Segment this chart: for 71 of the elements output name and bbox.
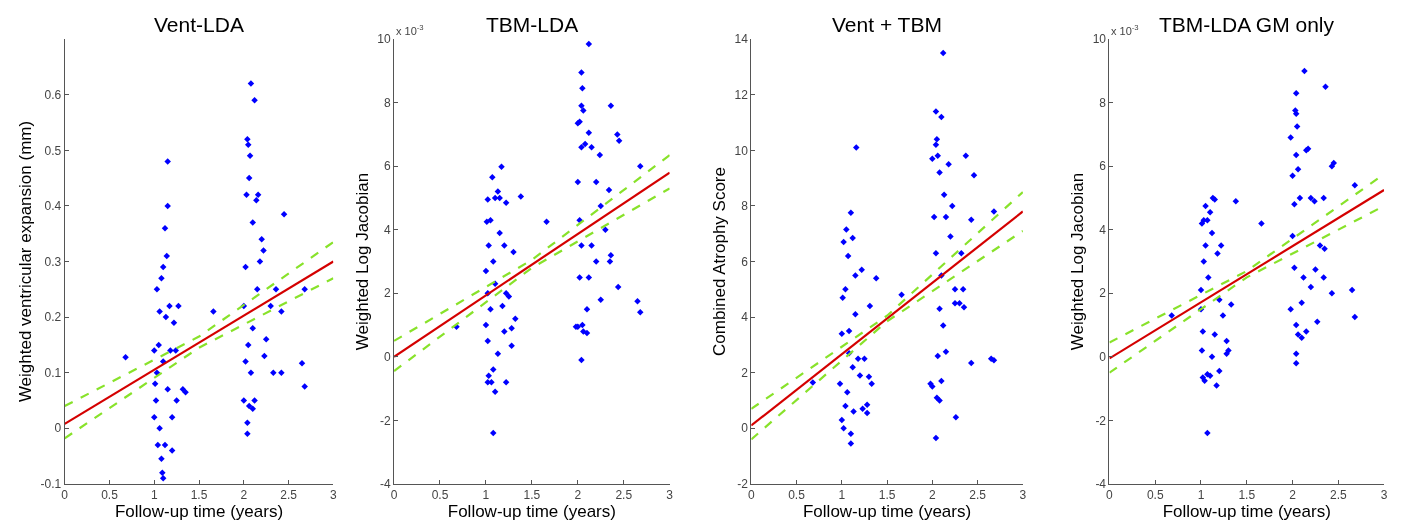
y-tick-label: 0 bbox=[54, 421, 62, 436]
x-tick-label: 2 bbox=[240, 488, 248, 503]
x-tick-label: 1 bbox=[1197, 488, 1205, 503]
y-axis-title: Weighted ventricular expansion (mm) bbox=[16, 120, 36, 403]
y-tick-label: 8 bbox=[1099, 95, 1107, 110]
x-tick-label: 3 bbox=[1380, 488, 1388, 503]
y-tick-label: 6 bbox=[1099, 159, 1107, 174]
y-tick-label: 2 bbox=[741, 365, 749, 380]
y-tick-label: 4 bbox=[1099, 222, 1107, 237]
x-tick-label: 0.5 bbox=[101, 488, 119, 503]
y-tick-label: 0.4 bbox=[44, 199, 62, 214]
y-tick-label: 0.5 bbox=[44, 143, 62, 158]
y-tick-label: 0.2 bbox=[44, 310, 62, 325]
x-tick-label: 1.5 bbox=[878, 488, 896, 503]
y-tick-label: 2 bbox=[383, 286, 391, 301]
y-tick-label: 0.3 bbox=[44, 254, 62, 269]
x-tick-label: 1.5 bbox=[1238, 488, 1256, 503]
x-tick-label: 2.5 bbox=[280, 488, 298, 503]
y-tick-label: -2 bbox=[1095, 413, 1107, 428]
x-tick-label: 0.5 bbox=[788, 488, 806, 503]
y-tick-label: -4 bbox=[1095, 477, 1107, 492]
x-tick-label: 3 bbox=[666, 488, 674, 503]
y-tick-label: 4 bbox=[741, 310, 749, 325]
y-tick-label: 6 bbox=[741, 254, 749, 269]
y-tick-label: 0 bbox=[383, 350, 391, 365]
x-axis-title: Follow-up time (years) bbox=[114, 502, 284, 522]
x-tick-label: 1 bbox=[838, 488, 846, 503]
y-tick-label: 10 bbox=[377, 32, 391, 47]
x-tick-label: 1 bbox=[482, 488, 490, 503]
y-axis-title: Weighted Log Jacobian bbox=[1068, 172, 1088, 351]
y-tick-label: -2 bbox=[379, 413, 391, 428]
text: x 10$^{-3}$ bbox=[396, 23, 424, 37]
x-tick-label: 1.5 bbox=[190, 488, 208, 503]
x-axis-title: Follow-up time (years) bbox=[802, 502, 972, 522]
y-tick-label: -2 bbox=[737, 477, 749, 492]
x-tick-label: 0.5 bbox=[431, 488, 449, 503]
y-tick-label: 0.6 bbox=[44, 87, 62, 102]
y-tick-label: 4 bbox=[383, 222, 391, 237]
y-tick-label: 10 bbox=[734, 143, 749, 158]
x-tick-label: 2.5 bbox=[615, 488, 633, 503]
chart-title: TBM-LDA GM only bbox=[1159, 13, 1335, 36]
y-tick-label: 12 bbox=[734, 87, 749, 102]
y-axis-title: Combined Atrophy Score bbox=[710, 167, 730, 356]
x-tick-label: 1 bbox=[150, 488, 158, 503]
y-tick-label: 0.1 bbox=[44, 365, 62, 380]
text: x 10$^{-3}$ bbox=[1111, 23, 1139, 37]
y-tick-label: 10 bbox=[1092, 32, 1107, 47]
chart-title: Vent-LDA bbox=[154, 13, 244, 36]
y-tick-label: 8 bbox=[741, 199, 749, 214]
y-tick-label: 14 bbox=[734, 32, 749, 47]
y-tick-label: -0.1 bbox=[40, 477, 62, 492]
x-tick-label: 3 bbox=[1019, 488, 1027, 503]
y-tick-label: 6 bbox=[383, 159, 391, 174]
x-tick-label: 0.5 bbox=[1146, 488, 1164, 503]
y-axis-title: Weighted Log Jacobian bbox=[352, 172, 372, 351]
x-tick-label: 2.5 bbox=[969, 488, 987, 503]
y-tick-label: 8 bbox=[383, 95, 391, 110]
y-tick-label: 0 bbox=[741, 421, 749, 436]
x-axis-title: Follow-up time (years) bbox=[1162, 502, 1331, 522]
chart-title: Vent + TBM bbox=[832, 13, 942, 36]
y-tick-label: 2 bbox=[1099, 286, 1107, 301]
x-tick-label: 2.5 bbox=[1329, 488, 1347, 503]
x-tick-label: 3 bbox=[330, 488, 337, 503]
x-axis-title: Follow-up time (years) bbox=[447, 502, 616, 522]
chart-title: TBM-LDA bbox=[486, 13, 579, 36]
y-tick-label: 0 bbox=[1099, 350, 1107, 365]
x-tick-label: 1.5 bbox=[523, 488, 541, 503]
x-tick-label: 2 bbox=[929, 488, 936, 503]
y-tick-label: -4 bbox=[379, 477, 391, 492]
x-tick-label: 2 bbox=[1289, 488, 1297, 503]
x-tick-label: 2 bbox=[574, 488, 582, 503]
